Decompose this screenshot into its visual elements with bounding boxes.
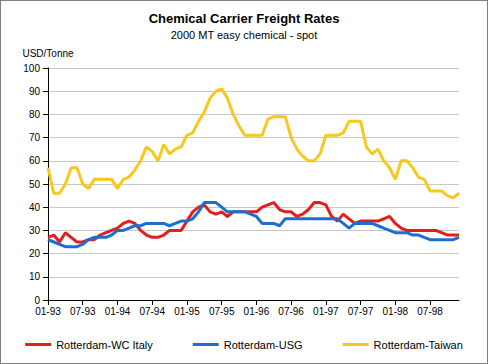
svg-text:0: 0: [34, 295, 40, 306]
svg-text:2000 MT easy chemical - spot: 2000 MT easy chemical - spot: [171, 29, 318, 41]
svg-text:01-93: 01-93: [35, 306, 61, 317]
svg-text:01-95: 01-95: [174, 306, 200, 317]
svg-text:07-97: 07-97: [348, 306, 374, 317]
svg-text:10: 10: [29, 271, 41, 282]
svg-text:01-98: 01-98: [383, 306, 409, 317]
svg-text:Rotterdam-USG: Rotterdam-USG: [224, 339, 303, 351]
svg-text:07-96: 07-96: [278, 306, 304, 317]
svg-text:07-93: 07-93: [70, 306, 96, 317]
svg-text:30: 30: [29, 225, 41, 236]
svg-text:100: 100: [23, 63, 40, 74]
svg-text:20: 20: [29, 248, 41, 259]
svg-text:07-95: 07-95: [209, 306, 235, 317]
svg-text:50: 50: [29, 179, 41, 190]
svg-text:Rotterdam-Taiwan: Rotterdam-Taiwan: [374, 339, 463, 351]
svg-text:01-94: 01-94: [105, 306, 131, 317]
svg-text:60: 60: [29, 155, 41, 166]
svg-text:Rotterdam-WC Italy: Rotterdam-WC Italy: [56, 339, 153, 351]
svg-text:01-96: 01-96: [244, 306, 270, 317]
svg-text:70: 70: [29, 132, 41, 143]
svg-text:01-97: 01-97: [313, 306, 339, 317]
svg-text:80: 80: [29, 109, 41, 120]
svg-text:90: 90: [29, 86, 41, 97]
svg-text:07-94: 07-94: [139, 306, 165, 317]
svg-text:07-98: 07-98: [417, 306, 443, 317]
svg-text:Chemical Carrier Freight Rates: Chemical Carrier Freight Rates: [149, 11, 340, 26]
svg-text:40: 40: [29, 202, 41, 213]
svg-text:USD/Tonne: USD/Tonne: [22, 48, 74, 59]
